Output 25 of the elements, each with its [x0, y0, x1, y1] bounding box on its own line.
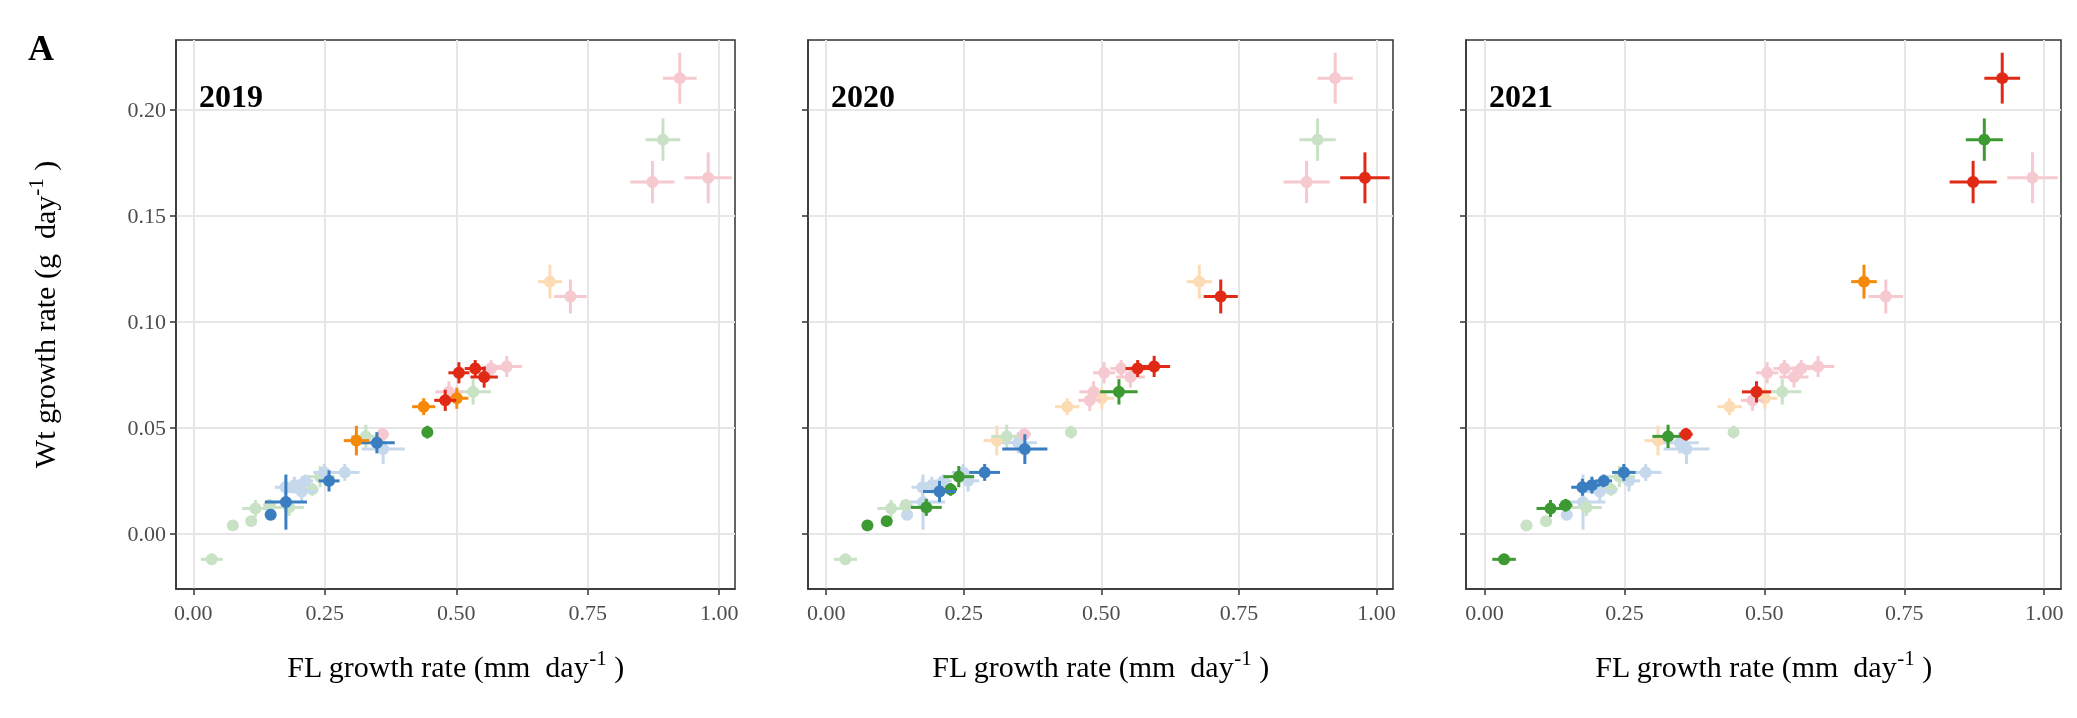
- x-tick-label: 0.00: [806, 599, 846, 625]
- x-tick-label: 0.75: [568, 599, 608, 625]
- x-tick-label: 0.00: [174, 599, 213, 625]
- x-tick-label: 1.00: [2024, 599, 2064, 625]
- x-tick-label: 0.25: [944, 599, 983, 625]
- y-tick-label: 0.20: [127, 97, 166, 123]
- x-tick-label: 0.25: [1605, 599, 1644, 625]
- x-tick-label: 1.00: [1357, 599, 1396, 625]
- y-axis-title: Wt growth rate (g day-1 ): [23, 160, 62, 469]
- text: 2020: [831, 78, 895, 114]
- x-tick-label: 0.50: [1082, 599, 1121, 625]
- y-tick-label: 0.10: [127, 309, 166, 335]
- y-tick-label: 0.05: [127, 415, 166, 441]
- text: A: [28, 28, 54, 68]
- x-tick-label: 0.75: [1219, 599, 1259, 625]
- x-tick-label: 0.50: [1745, 599, 1784, 625]
- text: 2019: [199, 78, 263, 114]
- x-tick-label: 0.25: [305, 599, 345, 625]
- y-tick-label: 0.00: [127, 521, 166, 547]
- x-tick-label: 0.00: [1465, 599, 1504, 625]
- x-tick-label: 1.00: [699, 599, 739, 625]
- x-tick-label: 0.75: [1885, 599, 1924, 625]
- x-tick-label: 0.50: [437, 599, 476, 625]
- text: 2021: [1489, 78, 1553, 114]
- y-tick-label: 0.15: [127, 203, 166, 229]
